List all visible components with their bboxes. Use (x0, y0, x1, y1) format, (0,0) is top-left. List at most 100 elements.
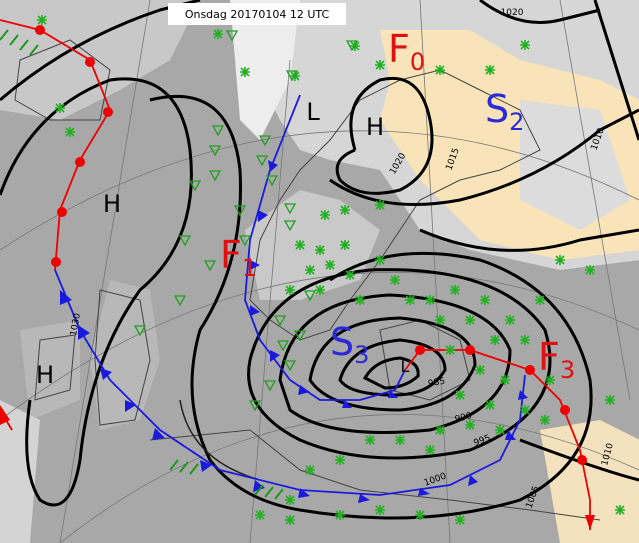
snow-symbol (390, 275, 400, 285)
snow-symbol (605, 395, 615, 405)
shower-symbol (178, 235, 192, 247)
snow-symbol (335, 455, 345, 465)
snow-symbol (325, 260, 335, 270)
snow-symbol (395, 435, 405, 445)
snow-symbol (465, 420, 475, 430)
snow-symbol (475, 365, 485, 375)
shower-symbol (225, 30, 239, 42)
snow-symbol (545, 375, 555, 385)
snow-symbol (335, 510, 345, 520)
snow-symbol (285, 515, 295, 525)
snow-symbol (585, 265, 595, 275)
fronts (0, 19, 595, 530)
shower-symbol (273, 315, 287, 327)
snow-symbol (375, 505, 385, 515)
snow-symbol (255, 510, 265, 520)
shower-symbol (238, 235, 252, 247)
snow-symbol (555, 255, 565, 265)
snow-symbol (520, 405, 530, 415)
isobar-label: 985 (427, 377, 446, 390)
shower-symbol (233, 205, 247, 217)
snow-symbol (305, 265, 315, 275)
snow-symbol (540, 415, 550, 425)
label-letter: F (220, 233, 242, 277)
snow-symbol (405, 295, 415, 305)
snow-symbol (415, 510, 425, 520)
snow-symbol (305, 465, 315, 475)
isobar-label: 1030 (69, 312, 83, 337)
label-letter: F (388, 27, 410, 71)
snow-symbol (295, 240, 305, 250)
snow-symbol (435, 425, 445, 435)
shower-symbol (293, 330, 307, 342)
label-index: 1 (242, 254, 257, 282)
shower-symbol (255, 155, 269, 167)
snow-symbol (55, 103, 65, 113)
isobar-label: 1020 (501, 8, 524, 18)
shower-symbol (283, 220, 297, 232)
snow-symbol (315, 285, 325, 295)
pressure-center: H (36, 361, 54, 389)
snow-symbol (455, 390, 465, 400)
snow-symbol (520, 335, 530, 345)
system-label: S3 (330, 320, 369, 369)
snow-symbol (535, 295, 545, 305)
snow-symbol (375, 255, 385, 265)
shower-symbol (265, 175, 279, 187)
shower-symbol (283, 360, 297, 372)
snow-symbol (520, 40, 530, 50)
weather-symbols (37, 15, 625, 525)
shower-symbol (133, 325, 147, 337)
snow-symbol (615, 505, 625, 515)
snow-symbol (315, 245, 325, 255)
snow-symbol (455, 515, 465, 525)
snow-symbol (285, 285, 295, 295)
shower-symbol (248, 400, 262, 412)
snow-symbol (340, 240, 350, 250)
label-index: 3 (354, 341, 369, 369)
snow-symbol (37, 15, 47, 25)
snow-symbol (375, 200, 385, 210)
title-box (168, 3, 346, 25)
snow-symbol (480, 295, 490, 305)
shower-symbol (188, 180, 202, 192)
snow-symbol (425, 295, 435, 305)
shower-symbol (208, 145, 222, 157)
snow-symbol (65, 127, 75, 137)
snow-symbol (340, 205, 350, 215)
map-title: Onsdag 20170104 12 UTC (185, 8, 330, 21)
shower-symbol (285, 70, 299, 82)
pressure-center: H (366, 113, 384, 141)
front-label: F1 (220, 233, 257, 282)
snow-symbol (490, 335, 500, 345)
snow-symbol (350, 41, 360, 51)
snow-symbol (485, 400, 495, 410)
label-index: 3 (560, 356, 575, 384)
system-label: S2 (485, 87, 524, 136)
shower-symbol (345, 40, 359, 52)
pressure-center: L (401, 357, 410, 376)
snow-symbol (213, 29, 223, 39)
snow-symbol (320, 210, 330, 220)
snow-symbol (290, 71, 300, 81)
snow-symbol (375, 60, 385, 70)
snow-symbol (485, 65, 495, 75)
shower-symbol (258, 135, 272, 147)
snow-symbol (285, 495, 295, 505)
snow-symbol (345, 270, 355, 280)
shower-symbol (283, 203, 297, 215)
label-index: 0 (410, 48, 425, 76)
shower-symbol (203, 260, 217, 272)
label-letter: S (330, 320, 354, 364)
snow-symbol (465, 315, 475, 325)
pressure-center: L (306, 98, 320, 126)
snow-symbol (355, 295, 365, 305)
pressure-center: H (103, 190, 121, 218)
snow-symbol (435, 65, 445, 75)
snow-symbol (425, 445, 435, 455)
snow-symbol (365, 435, 375, 445)
isobar-label: 990 (454, 411, 473, 425)
shower-symbol (303, 290, 317, 302)
